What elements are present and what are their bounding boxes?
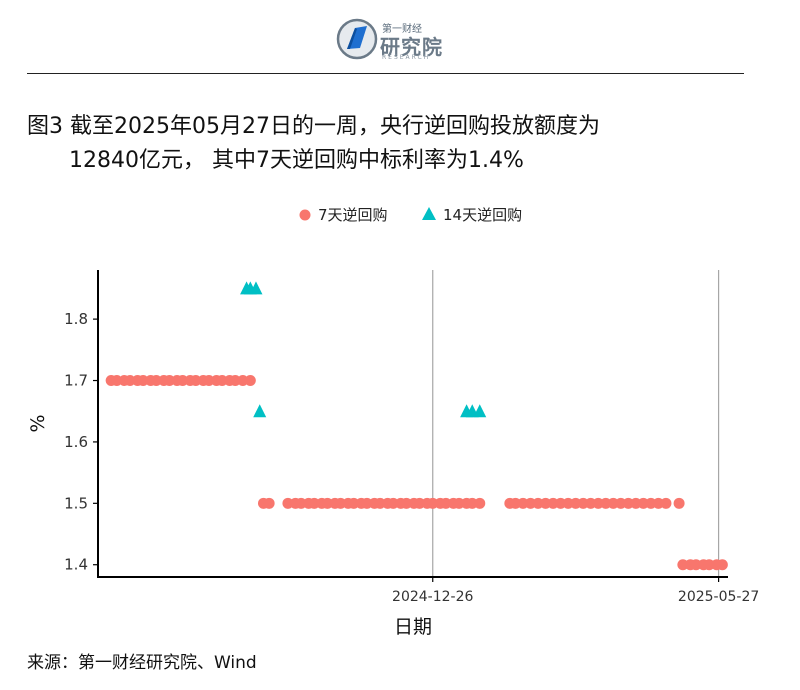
figure-title-line1: 图3 截至2025年05月27日的一周，央行逆回购投放额度为 [27,114,600,139]
y-tick-label: 1.7 [64,372,88,390]
data-point [525,497,537,509]
data-point [690,559,702,571]
data-point [282,497,294,509]
logo-main-text: 研究院 [380,35,443,59]
data-point [414,497,426,509]
data-point [427,497,439,509]
data-point [637,497,649,509]
data-point [540,497,552,509]
logo-top-text: 第一财经 [382,24,422,35]
data-point [263,497,275,509]
data-point [387,497,399,509]
y-tick-label: 1.6 [64,433,88,451]
data-point [509,497,521,509]
legend-circle-icon [299,209,311,221]
data-point [473,404,487,418]
data-point [216,375,228,387]
source-note: 来源：第一财经研究院、Wind [27,653,257,673]
data-point [229,375,241,387]
logo-sub-text: RESEARCH [382,54,431,61]
data-point [562,497,574,509]
data-point [137,375,149,387]
data-point [249,281,263,295]
legend-label-14day: 14天逆回购 [443,206,523,224]
data-point [150,375,162,387]
x-axis-title: 日期 [394,616,432,638]
data-point [163,375,175,387]
brand-logo: 第一财经 研究院 RESEARCH [336,18,446,62]
data-point [645,497,657,509]
data-point [703,559,715,571]
data-point [577,497,589,509]
data-point [295,497,307,509]
scatter-chart: 1.4 1.5 1.6 1.7 1.8 2024-12-26 2025-05-27 日期% [27,270,759,638]
data-point [177,375,189,387]
figure-title: 图3 截至2025年05月27日的一周，央行逆回购投放额度为 12840亿元， … [27,110,600,178]
data-point [622,497,634,509]
legend-triangle-icon [422,207,436,220]
data-point [660,497,672,509]
data-point [253,404,267,418]
data-point [532,497,544,509]
data-point [652,497,664,509]
data-point [474,497,486,509]
figure-title-line2: 12840亿元， 其中7天逆回购中标利率为1.4% [69,148,524,173]
data-point [673,497,685,509]
legend-label-7day: 7天逆回购 [318,206,388,224]
data-point [203,375,215,387]
data-point [607,497,619,509]
data-point [348,497,360,509]
data-point [190,375,202,387]
x-tick-label: 2024-12-26 [392,589,473,605]
data-point [374,497,386,509]
data-point [555,497,567,509]
x-tick-label: 2025-05-27 [678,589,759,605]
data-point [466,497,478,509]
data-point [716,559,728,571]
data-point [400,497,412,509]
data-point [585,497,597,509]
data-point [592,497,604,509]
y-axis-title: % [27,414,49,432]
data-point [615,497,627,509]
data-point [124,375,136,387]
chart-legend: 7天逆回购 14天逆回购 [0,200,800,230]
data-point [547,497,559,509]
data-point [308,497,320,509]
data-point [453,497,465,509]
y-tick-label: 1.4 [64,556,88,574]
data-point [321,497,333,509]
data-point [600,497,612,509]
data-point [335,497,347,509]
data-point [361,497,373,509]
data-point [677,559,689,571]
data-point [570,497,582,509]
data-point [630,497,642,509]
data-point [244,375,256,387]
data-point [237,375,249,387]
header-divider [27,73,744,74]
y-tick-label: 1.8 [64,310,88,328]
logo-mark-icon [336,18,378,60]
y-tick-label: 1.5 [64,494,88,512]
data-point [517,497,529,509]
data-point [440,497,452,509]
data-point [111,375,123,387]
